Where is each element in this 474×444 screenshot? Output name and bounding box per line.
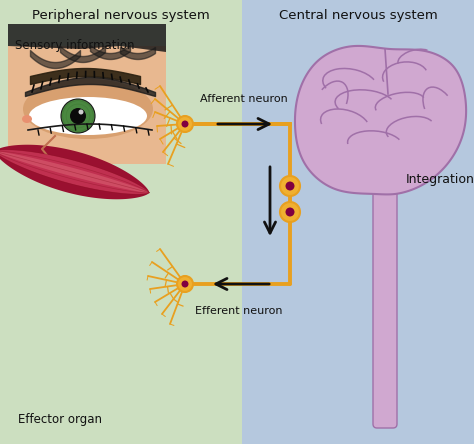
Circle shape [177,116,193,132]
Ellipse shape [22,115,32,123]
Circle shape [285,182,294,190]
Text: Afferent neuron: Afferent neuron [200,94,288,104]
Text: Efferent neuron: Efferent neuron [195,306,283,316]
Polygon shape [8,24,166,52]
Circle shape [280,176,300,196]
Circle shape [177,276,193,292]
Polygon shape [295,46,466,194]
Polygon shape [0,145,149,199]
Text: Integration: Integration [406,173,474,186]
Circle shape [182,120,189,127]
Circle shape [70,108,86,124]
Circle shape [79,110,83,115]
Text: Sensory information: Sensory information [15,39,135,52]
Polygon shape [0,151,149,193]
Bar [242,0,474,444]
FancyBboxPatch shape [8,46,166,164]
Circle shape [182,281,189,288]
Ellipse shape [29,97,147,135]
Circle shape [285,207,294,217]
Bar [0,0,242,444]
FancyBboxPatch shape [8,46,166,164]
Ellipse shape [23,79,153,139]
Circle shape [280,202,300,222]
Polygon shape [0,150,149,194]
FancyBboxPatch shape [373,150,397,428]
Text: Central nervous system: Central nervous system [279,9,438,22]
Text: Effector organ: Effector organ [18,413,102,426]
Text: Peripheral nervous system: Peripheral nervous system [32,9,210,22]
Circle shape [61,99,95,133]
